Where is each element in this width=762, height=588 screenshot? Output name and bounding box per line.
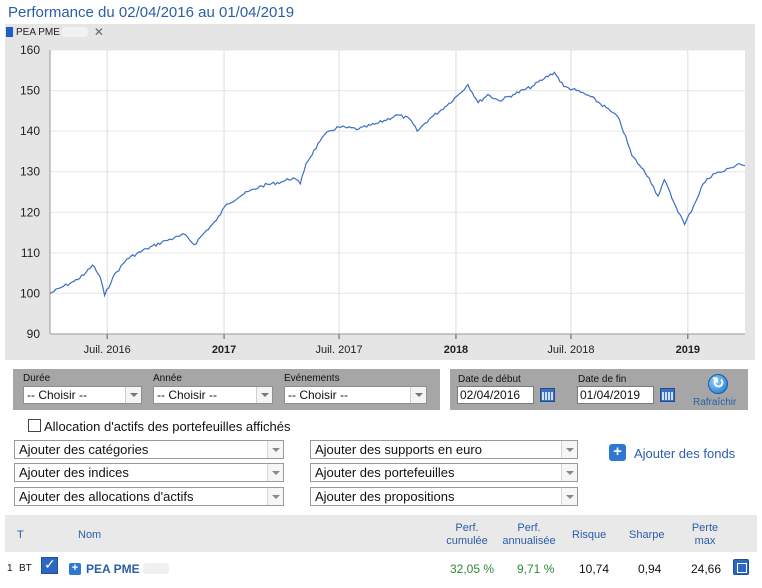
y-tick-label: 130 [20,165,40,179]
annee-select-value: -- Choisir -- [157,388,217,402]
allocation-checkbox[interactable] [28,419,41,432]
date-fin-input[interactable]: 01/04/2019 [577,386,654,404]
chevron-down-icon [561,441,577,458]
col-header-perf-annualisee[interactable]: Perf. annualisée [498,522,560,548]
series-name-redaction [61,27,88,37]
evenements-select-value: -- Choisir -- [288,388,348,402]
row-perf-annualisee: 9,71 % [517,562,555,576]
calendar-icon[interactable] [660,388,675,402]
duree-select[interactable]: -- Choisir -- [23,386,142,404]
y-tick-label: 90 [27,327,41,341]
allocation-checkbox-label: Allocation d'actifs des portefeuilles af… [44,419,291,434]
add-allocations-select[interactable]: Ajouter des allocations d'actifs [14,487,284,506]
x-tick-label: 2018 [444,344,468,356]
y-tick-label: 110 [21,246,40,260]
table-header: T Nom Perf. cumulée Perf. annualisée Ris… [5,515,757,552]
refresh-button-label[interactable]: Rafraîchir [693,397,737,408]
chevron-down-icon [410,387,426,403]
add-indices-select[interactable]: Ajouter des indices [14,463,284,482]
row-risque: 10,74 [579,562,610,576]
row-sharpe: 0,94 [638,562,662,576]
add-portefeuilles-value: Ajouter des portefeuilles [315,465,455,480]
series-tab[interactable]: PEA PME ✕ [6,25,104,39]
evenements-label: Evénements [284,373,340,384]
col-header-perf-annualisee-l2: annualisée [502,535,556,547]
add-funds-link[interactable]: Ajouter des fonds [634,446,736,461]
duree-label: Durée [23,373,51,384]
refresh-icon[interactable] [708,374,728,394]
col-header-nom: Nom [78,529,102,541]
chevron-down-icon [125,387,141,403]
col-header-perf-cumulee-l2: cumulée [446,535,488,547]
col-header-t: T [17,529,24,541]
x-tick-label: Juil. 2017 [316,344,363,356]
add-indices-value: Ajouter des indices [19,465,129,480]
add-categories-value: Ajouter des catégories [19,442,149,457]
plus-icon[interactable]: + [609,444,626,461]
date-fin-label: Date de fin [578,374,627,385]
series-line [49,71,746,298]
row-type: BT [19,563,32,574]
add-supports-euro-select[interactable]: Ajouter des supports en euro [310,440,578,459]
add-supports-euro-value: Ajouter des supports en euro [315,442,482,457]
series-tab-label: PEA PME [16,26,60,38]
x-tick-label: Juil. 2016 [84,344,131,356]
expand-plus-icon[interactable]: + [69,563,81,575]
col-header-perte-max-l2: max [694,535,716,547]
annee-label: Année [153,373,182,384]
series-swatch [6,27,13,37]
y-tick-label: 100 [20,286,40,300]
x-tick-label: 2019 [676,344,700,356]
y-tick-label: 120 [20,205,40,219]
chevron-down-icon [561,488,577,505]
add-allocations-value: Ajouter des allocations d'actifs [19,489,194,504]
chevron-down-icon [267,488,283,505]
row-index: 1 [7,563,13,574]
col-header-perf-cumulee-l1: Perf. [455,522,479,534]
page-title: Performance du 02/04/2016 au 01/04/2019 [8,4,295,21]
col-header-perf-cumulee[interactable]: Perf. cumulée [442,522,492,548]
table-row: 1 BT PEA PME 32,05 % 9,71 % 10,74 0,94 2… [5,554,757,580]
row-perte-max: 24,66 [691,562,722,576]
date-debut-input[interactable]: 02/04/2016 [457,386,534,404]
y-tick-label: 150 [20,84,40,98]
col-header-perf-annualisee-l1: Perf. [517,522,541,534]
col-header-perte-max[interactable]: Perte max [689,522,721,548]
add-portefeuilles-select[interactable]: Ajouter des portefeuilles [310,463,578,482]
row-perf-cumulee: 32,05 % [450,562,495,576]
close-icon[interactable]: ✕ [93,25,104,39]
row-detail-icon[interactable] [733,559,749,575]
performance-chart: 90 100 110 120 130 140 150 160 Juil. 2016 2017 Jui… [20,43,746,356]
add-propositions-value: Ajouter des propositions [315,489,455,504]
chevron-down-icon [267,441,283,458]
chevron-down-icon [561,464,577,481]
evenements-select[interactable]: -- Choisir -- [284,386,427,404]
date-debut-label: Date de début [458,374,521,385]
calendar-icon[interactable] [540,388,555,402]
chevron-down-icon [256,387,272,403]
row-checkbox[interactable] [41,556,58,574]
col-header-sharpe[interactable]: Sharpe [629,529,665,541]
add-propositions-select[interactable]: Ajouter des propositions [310,487,578,506]
chevron-down-icon [267,464,283,481]
x-tick-label: Juil. 2018 [547,344,594,356]
x-tick-label: 2017 [212,344,236,356]
plot-area [50,50,745,334]
row-name-redaction [143,563,169,574]
row-name-link[interactable]: PEA PME [86,562,140,576]
filter-bar: Durée -- Choisir -- Année -- Choisir -- … [13,369,440,410]
y-tick-label: 160 [20,43,40,57]
col-header-risque[interactable]: Risque [572,529,607,541]
col-header-perte-max-l1: Perte [691,522,719,534]
date-bar: Date de début 02/04/2016 Date de fin 01/… [450,369,748,410]
y-tick-label: 140 [20,124,40,138]
duree-select-value: -- Choisir -- [27,388,87,402]
annee-select[interactable]: -- Choisir -- [153,386,273,404]
add-categories-select[interactable]: Ajouter des catégories [14,440,284,459]
